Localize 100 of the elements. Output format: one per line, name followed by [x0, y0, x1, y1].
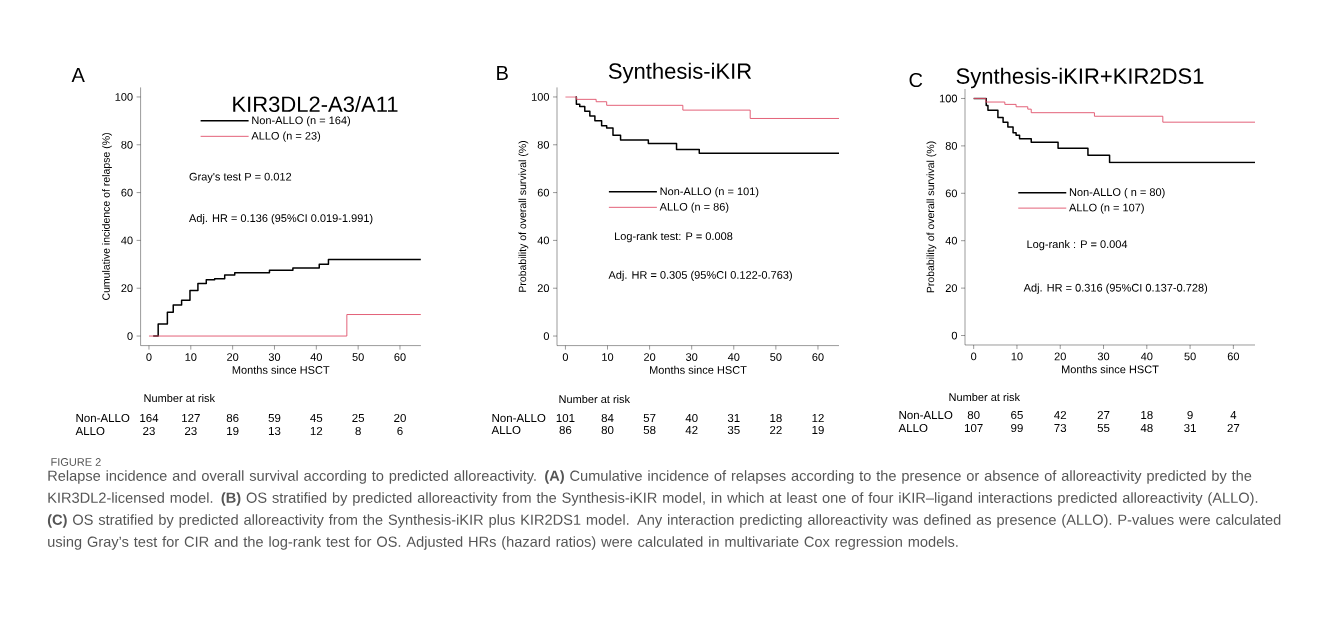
text: Non-ALLO: [899, 410, 953, 420]
y-tick-label: 20: [121, 284, 133, 293]
y-tick-label: 60: [945, 189, 958, 198]
text: 80: [601, 425, 614, 435]
caption: FIGURE 2: [51, 458, 101, 466]
y-tick-label: 100: [939, 94, 958, 103]
y-tick-label: 0: [543, 332, 550, 340]
text: 18: [1141, 410, 1153, 420]
text: 4: [1230, 411, 1237, 419]
text: 9: [1187, 410, 1193, 420]
text: 22: [770, 425, 782, 435]
x-tick-label: 60: [394, 353, 406, 361]
annotation: Log-rank test: P = 0.008: [615, 232, 733, 243]
y-axis-title: Probability of overall survival (%): [518, 141, 529, 292]
text: Number at risk: [144, 393, 216, 403]
text: 42: [1054, 410, 1067, 420]
x-tick-label: 60: [1227, 352, 1240, 361]
text: 23: [184, 426, 197, 436]
y-tick-label: 100: [115, 93, 133, 101]
text: Number at risk: [949, 392, 1021, 402]
text: 23: [143, 426, 155, 436]
text: 65: [1011, 410, 1023, 420]
chart-title: Synthesis-iKIR: [608, 62, 752, 84]
y-tick-label: 20: [945, 284, 958, 293]
y-tick-label: 40: [537, 236, 550, 245]
x-tick-label: 10: [602, 353, 614, 361]
x-tick-label: 20: [227, 353, 239, 361]
text: A: [71, 68, 85, 82]
annotation: Gray's test P = 0.012: [189, 172, 292, 183]
y-tick-label: 60: [537, 188, 550, 197]
text: 12: [812, 413, 824, 423]
text: ALLO: [491, 425, 521, 435]
text: 101: [556, 413, 575, 423]
x-tick-label: 20: [1054, 352, 1066, 361]
y-tick-label: 20: [537, 284, 550, 293]
text: 31: [727, 413, 740, 423]
text: 27: [1097, 410, 1110, 420]
x-tick-label: 20: [644, 353, 656, 361]
text: 40: [685, 413, 698, 423]
x-tick-label: 40: [310, 353, 322, 361]
x-axis-title: Months since HSCT: [1062, 365, 1159, 374]
chart-title: KIR3DL2-A3/A11: [233, 95, 398, 113]
text: 73: [1054, 423, 1067, 433]
text: 58: [643, 425, 656, 435]
legend-label: ALLO (n = 86): [659, 202, 729, 213]
y-tick-label: 80: [537, 140, 550, 149]
text: 6: [397, 426, 403, 436]
x-tick-label: 0: [971, 352, 977, 361]
y-tick-label: 100: [531, 93, 550, 101]
text: 84: [601, 413, 614, 423]
x-tick-label: 10: [1011, 352, 1023, 361]
text: 59: [268, 413, 281, 423]
legend-label: Non-ALLO (n = 164): [252, 116, 351, 127]
annotation: Adj. HR = 0.136 (95%CI 0.019-1.991): [189, 213, 373, 225]
y-tick-label: 60: [121, 188, 133, 197]
text: 27: [1227, 423, 1240, 433]
x-tick-label: 10: [185, 353, 197, 361]
x-tick-label: 0: [146, 353, 152, 361]
x-tick-label: 50: [352, 353, 364, 361]
text: 12: [310, 426, 323, 436]
chart-title: Synthesis-iKIR+KIR2DS1: [956, 67, 1204, 89]
annotation: Log-rank : P = 0.004: [1027, 240, 1128, 251]
text: C: [909, 72, 923, 88]
x-tick-label: 30: [268, 353, 281, 361]
text: ALLO: [898, 423, 928, 433]
x-axis-title: Months since HSCT: [650, 365, 747, 374]
text: Relapse incidence and overall survival according to predicted alloreactivity. (A) Cumulative incidence of relapses according to the presence or absence of alloreactivity predicted by the KIR3DL2-licensed model. (B) OS stratified by predicted alloreactivity from the Synthesis-iKIR model, in which at least one of four iKIR–ligand interactions predicted alloreactivity (ALLO). (C) OS stratified by predicted alloreactivity from the Synthesis-iKIR plus KIR2DS1 model. Any interaction predicting alloreactivity was defined as presence (ALLO). P-values were calculated using Gray’s test for CIR and the log-rank test for OS. Adjusted HRs (hazard ratios) were calculated in multivariate Cox regression models.: [47, 470, 1281, 550]
text: 19: [812, 425, 824, 435]
text: 164: [140, 413, 159, 423]
text: 80: [967, 410, 980, 420]
y-tick-label: 80: [121, 140, 133, 149]
text: 127: [182, 413, 200, 423]
x-tick-label: 50: [770, 353, 782, 361]
legend-label: Non-ALLO (n = 101): [660, 187, 759, 198]
text: ALLO: [75, 426, 105, 436]
text: 42: [685, 425, 698, 435]
x-tick-label: 50: [1184, 352, 1196, 361]
x-tick-label: 30: [1097, 352, 1110, 361]
text: 20: [394, 413, 406, 423]
text: 99: [1011, 423, 1023, 433]
y-tick-label: 40: [945, 236, 958, 245]
x-tick-label: 40: [1140, 352, 1153, 361]
y-axis-title: Cumulative incidence of relapse (%): [102, 133, 112, 300]
text: 86: [559, 425, 572, 435]
text: Non-ALLO: [492, 413, 546, 423]
text: 13: [268, 426, 281, 436]
y-tick-label: 0: [127, 332, 133, 340]
y-tick-label: 0: [951, 331, 958, 340]
text: 8: [355, 426, 361, 436]
text: 45: [310, 413, 323, 423]
annotation: Adj. HR = 0.316 (95%CI 0.137-0.728): [1023, 283, 1208, 294]
x-tick-label: 0: [562, 353, 569, 361]
text: 86: [226, 413, 239, 423]
text: 19: [227, 426, 239, 436]
legend-label: Non-ALLO ( n = 80): [1069, 187, 1165, 199]
text: 31: [1184, 423, 1196, 433]
y-axis-title: Probability of overall survival (%): [926, 141, 937, 293]
annotation: Adj. HR = 0.305 (95%CI 0.122-0.763): [608, 270, 792, 281]
text: 48: [1140, 423, 1153, 433]
legend-label: ALLO (n = 23): [251, 131, 321, 142]
